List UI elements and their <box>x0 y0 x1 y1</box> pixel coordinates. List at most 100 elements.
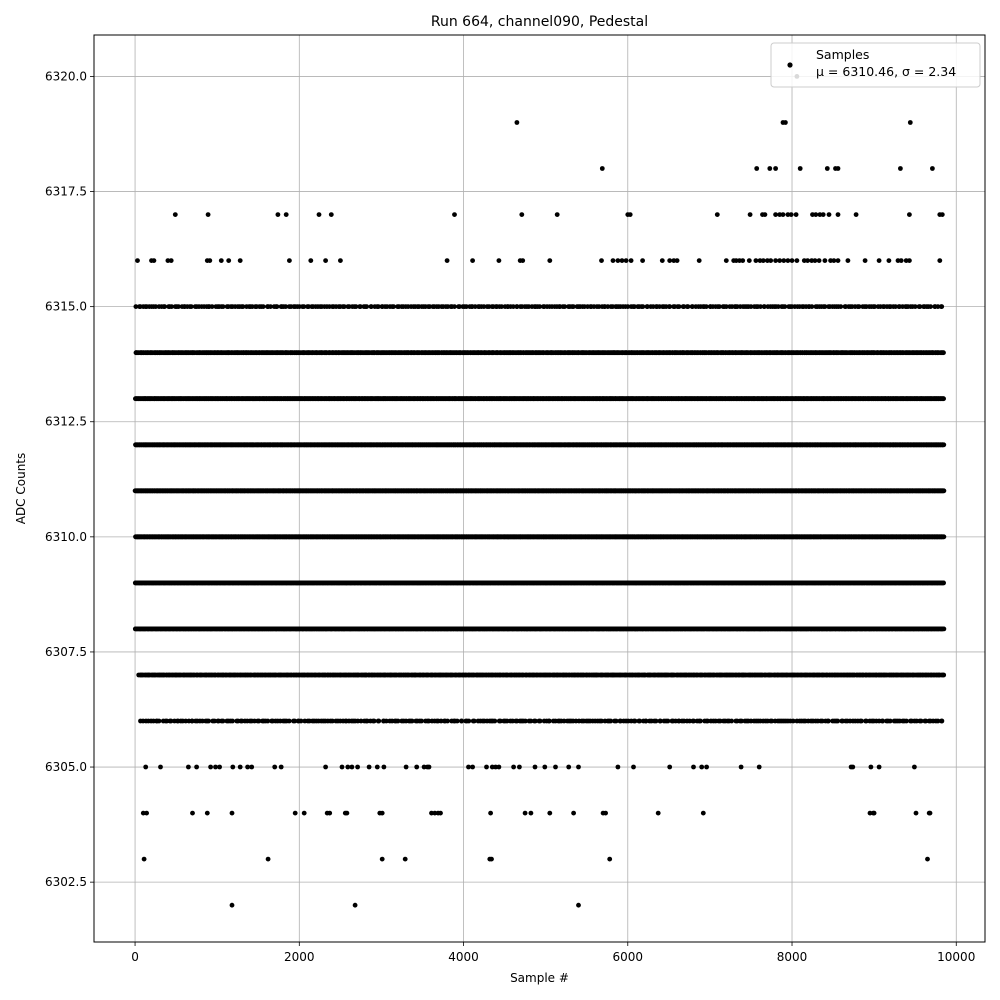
data-point <box>939 718 945 724</box>
data-point <box>576 902 581 908</box>
data-point <box>871 810 877 816</box>
data-point <box>607 856 613 862</box>
data-point <box>135 258 140 263</box>
data-point <box>200 718 205 724</box>
data-point <box>738 764 744 770</box>
data-point <box>204 810 210 816</box>
data-point <box>853 212 859 218</box>
data-point <box>383 718 389 724</box>
data-point <box>189 718 195 724</box>
data-point <box>691 764 696 770</box>
data-point <box>466 718 472 724</box>
data-point <box>698 718 703 724</box>
data-point <box>272 764 278 770</box>
data-point <box>409 718 415 724</box>
data-point <box>767 166 773 171</box>
data-point <box>471 718 477 724</box>
data-point <box>528 718 534 724</box>
data-point <box>249 764 255 770</box>
data-point <box>788 212 794 218</box>
data-point <box>402 856 408 862</box>
data-point <box>218 258 224 263</box>
data-point <box>141 856 147 862</box>
data-point <box>230 718 235 724</box>
data-point <box>780 212 786 218</box>
data-point <box>522 810 528 816</box>
data-point <box>887 718 893 724</box>
data-point <box>438 718 444 724</box>
data-point <box>419 718 424 724</box>
data-point <box>327 810 333 816</box>
data-point <box>328 212 334 218</box>
data-point <box>610 258 616 263</box>
data-point <box>207 258 213 263</box>
data-point <box>835 258 841 263</box>
data-point <box>696 258 702 263</box>
data-point <box>488 810 493 816</box>
data-point <box>904 718 909 724</box>
data-point <box>643 718 649 724</box>
data-point <box>140 810 146 816</box>
data-point <box>699 764 705 770</box>
data-point <box>762 212 768 218</box>
data-point <box>826 212 832 218</box>
data-point <box>801 258 807 263</box>
data-point <box>608 718 614 724</box>
scatter-points <box>132 74 947 908</box>
data-point <box>659 258 665 263</box>
data-point <box>674 258 680 263</box>
data-point <box>653 718 659 724</box>
data-point <box>432 810 438 816</box>
data-point <box>765 258 770 263</box>
data-point <box>523 718 528 724</box>
data-point <box>880 718 885 724</box>
data-point <box>496 258 502 263</box>
data-point <box>797 166 803 171</box>
data-point <box>599 718 604 724</box>
data-point <box>165 258 171 263</box>
data-point <box>826 718 831 724</box>
data-point <box>339 764 345 770</box>
data-point <box>395 718 401 724</box>
data-point <box>785 258 791 263</box>
data-point <box>245 764 251 770</box>
data-point <box>445 718 450 724</box>
data-point <box>553 764 558 770</box>
data-point <box>344 810 350 816</box>
data-point <box>403 764 409 770</box>
data-point <box>532 718 538 724</box>
data-point <box>358 718 364 724</box>
data-point <box>789 258 795 263</box>
data-point <box>470 258 475 263</box>
data-point <box>777 258 783 263</box>
data-point <box>746 258 752 263</box>
data-point <box>729 718 734 724</box>
data-point <box>613 718 619 724</box>
data-point <box>665 718 671 724</box>
data-point <box>876 764 882 770</box>
data-point <box>537 718 543 724</box>
data-point <box>504 718 510 724</box>
data-point <box>809 258 815 263</box>
data-point <box>867 810 873 816</box>
data-point <box>379 856 385 862</box>
data-point <box>714 212 720 218</box>
data-point <box>845 258 851 263</box>
data-point <box>599 258 604 263</box>
data-point <box>628 258 634 263</box>
data-point <box>493 764 498 770</box>
data-point <box>212 718 217 724</box>
data-point <box>733 258 739 263</box>
data-point <box>835 212 841 218</box>
data-point <box>528 810 534 816</box>
data-point <box>489 764 495 770</box>
data-point <box>561 718 567 724</box>
data-point <box>519 212 525 218</box>
data-point <box>230 764 236 770</box>
data-point <box>918 718 924 724</box>
data-point <box>379 810 385 816</box>
data-point <box>723 258 729 263</box>
data-point <box>381 764 387 770</box>
data-point <box>213 764 218 770</box>
data-point <box>576 764 581 770</box>
